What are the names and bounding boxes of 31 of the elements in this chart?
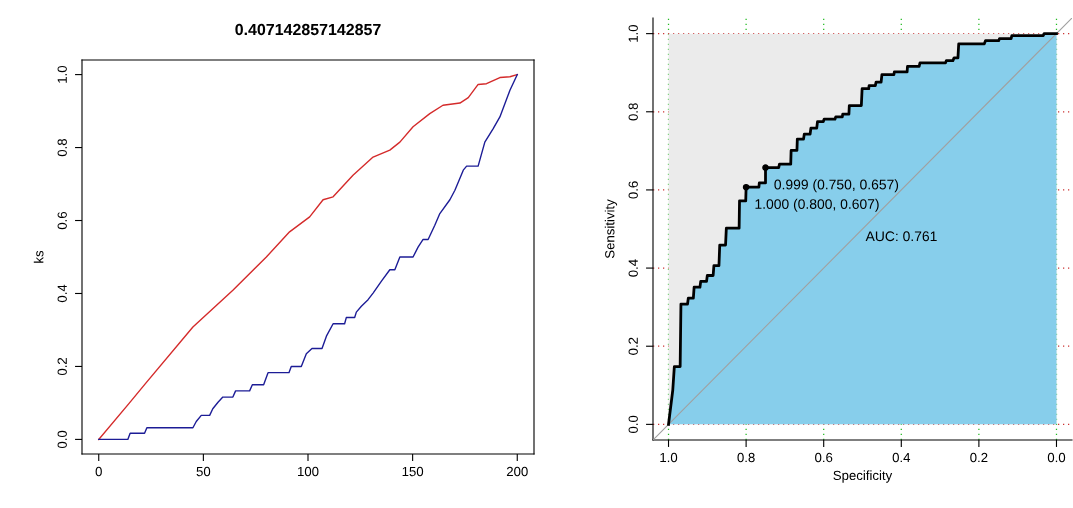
- y-tick-label: 0.0: [628, 415, 638, 434]
- line-series: [98, 73, 518, 441]
- y-tick-label: 0.4: [628, 259, 638, 277]
- annotation: 1.000 (0.800, 0.607): [755, 198, 879, 212]
- annotation: AUC: 0.761: [865, 231, 937, 242]
- chart-title: 0.407142857142857: [235, 23, 381, 36]
- y-axis-title: Sensitivity: [604, 199, 618, 259]
- y-tick-label: 0.4: [57, 284, 67, 303]
- x-tick-label: 50: [196, 466, 211, 477]
- y-tick-label: 0.8: [628, 103, 638, 121]
- x-tick-label: 1.0: [660, 452, 678, 463]
- y-tick-label: 0.2: [628, 337, 638, 355]
- y-tick-label: 1.0: [628, 24, 638, 42]
- y-tick-label: 0.6: [628, 181, 638, 199]
- x-tick-label: 150: [402, 466, 424, 477]
- x-tick-label: 0.4: [892, 452, 911, 463]
- y-axis-title: ks: [33, 250, 44, 263]
- annotation: 0.999 (0.750, 0.657): [774, 179, 899, 193]
- y-tick-label: 0.0: [57, 430, 67, 449]
- x-axis-title: Specificity: [833, 470, 893, 483]
- y-tick-label: 1.0: [57, 65, 67, 83]
- x-tick-label: 100: [298, 466, 319, 477]
- x-tick-label: 200: [506, 466, 528, 477]
- x-tick-label: 0.6: [815, 452, 833, 463]
- y-tick-label: 0.8: [57, 138, 67, 157]
- x-tick-label: 0.8: [737, 452, 755, 463]
- x-tick-label: 0.2: [970, 452, 988, 463]
- y-tick-label: 0.2: [57, 357, 67, 376]
- x-tick-label: 0: [95, 466, 102, 477]
- y-tick-label: 0.6: [57, 211, 67, 230]
- x-tick-label: 0.0: [1047, 452, 1066, 463]
